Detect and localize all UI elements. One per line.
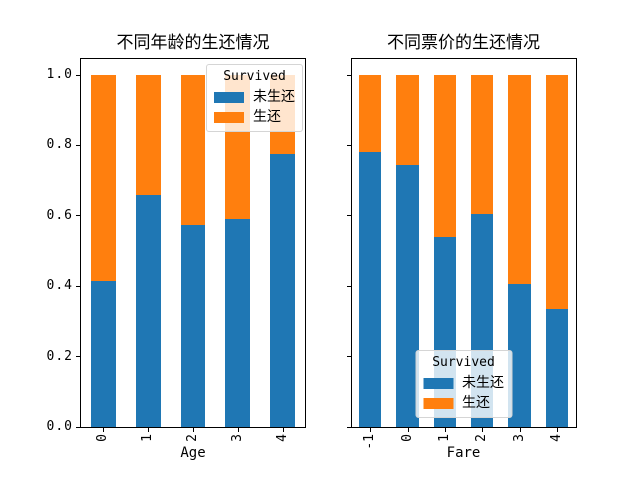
x-tick-label: 0 (95, 434, 111, 442)
legend-swatch-survived-icon (423, 397, 453, 409)
legend-swatch-not-survived-icon (214, 91, 244, 103)
y-tick-label: 0.4 (46, 278, 73, 294)
bar-survived-cat0 (396, 75, 419, 165)
y-tick-mark (346, 426, 351, 428)
bar-not-survived-cat1 (135, 194, 161, 427)
bar-survived-cat0 (91, 75, 116, 281)
y-tick-label: 0.0 (46, 419, 73, 434)
x-tick-mark (407, 428, 409, 432)
x-tick-mark (556, 428, 558, 432)
subplot-age: 不同年龄的生还情况 0 1 2 3 4 0.0 0.2 0.4 0.6 0.8 1.0 Age Survi… (47, 33, 306, 461)
y-tick-mark (346, 285, 351, 287)
x-tick-label: 1 (436, 434, 452, 442)
subplot-fare: 不同票价的生还情况 -1 0 1 2 3 4 Fare Survived 未生还 生还 (346, 33, 577, 461)
bar-not-survived-cat3 (508, 284, 531, 427)
y-tick-mark (346, 356, 351, 358)
bar-survived-cat3 (508, 75, 531, 285)
x-tick-mark (103, 428, 105, 432)
bar-not-survived-cat4 (270, 154, 295, 427)
x-tick-mark (237, 428, 239, 432)
legend-box: Survived 未生还生还 (415, 350, 512, 418)
bar-survived-cat-1 (358, 75, 382, 153)
legend-item-not-survived: 未生还 (423, 373, 504, 393)
y-tick-mark (76, 356, 80, 358)
y-tick-mark (76, 426, 80, 428)
x-tick-label: 4 (274, 434, 290, 442)
bar-not-survived-cat-1 (358, 152, 382, 427)
y-tick-label: 0.6 (46, 207, 73, 223)
legend-label: 未生还 (253, 89, 295, 105)
y-tick-mark (76, 215, 80, 217)
legend-box: Survived 未生还生还 (206, 64, 303, 132)
bar-survived-cat1 (135, 75, 161, 195)
bar-not-survived-cat0 (396, 164, 419, 427)
legend-label: 生还 (462, 395, 490, 411)
y-tick-label: 0.2 (46, 348, 73, 364)
x-tick-mark (193, 428, 194, 432)
y-tick-mark (346, 144, 351, 146)
x-tick-label: 2 (185, 434, 200, 442)
x-tick-mark (519, 428, 521, 432)
legend-item-not-survived: 未生还 (214, 87, 295, 107)
y-tick-mark (346, 215, 351, 217)
legend-title: Survived (432, 355, 495, 370)
x-tick-mark (482, 428, 484, 432)
y-tick-label: 1.0 (46, 67, 73, 82)
legend-label: 未生还 (462, 375, 504, 391)
x-axis-label: Fare (446, 445, 481, 461)
legend-item-survived: 生还 (214, 107, 295, 127)
legend-title: Survived (223, 69, 286, 84)
bar-survived-cat2 (180, 75, 206, 225)
x-tick-label: 1 (140, 434, 156, 442)
bar-survived-cat1 (433, 75, 457, 237)
bar-not-survived-cat3 (225, 219, 251, 427)
bar-not-survived-cat2 (180, 224, 206, 427)
y-tick-mark (76, 285, 80, 287)
bar-not-survived-cat0 (91, 280, 116, 427)
x-tick-label: 3 (511, 434, 527, 442)
x-tick-label: 2 (474, 434, 490, 442)
bar-not-survived-cat4 (545, 309, 569, 427)
y-tick-mark (76, 144, 80, 146)
legend-label: 生还 (253, 109, 281, 125)
bar-survived-cat4 (545, 75, 569, 310)
x-tick-label: 3 (229, 434, 245, 442)
x-tick-mark (370, 428, 372, 432)
x-tick-mark (282, 428, 284, 432)
x-tick-label: 0 (399, 434, 415, 442)
bar-survived-cat2 (470, 75, 494, 215)
x-tick-mark (148, 428, 150, 432)
x-tick-label: 4 (548, 434, 564, 442)
y-tick-label: 0.8 (46, 137, 73, 153)
legend-item-survived: 生还 (423, 393, 504, 413)
x-axis-label: Age (180, 445, 206, 461)
y-tick-mark (346, 74, 351, 76)
legend-swatch-not-survived-icon (423, 377, 453, 389)
subplot-title: 不同年龄的生还情况 (116, 33, 270, 53)
y-tick-mark (76, 74, 80, 76)
x-tick-mark (444, 428, 446, 432)
subplot-title: 不同票价的生还情况 (387, 33, 540, 53)
legend-swatch-survived-icon (214, 111, 244, 123)
